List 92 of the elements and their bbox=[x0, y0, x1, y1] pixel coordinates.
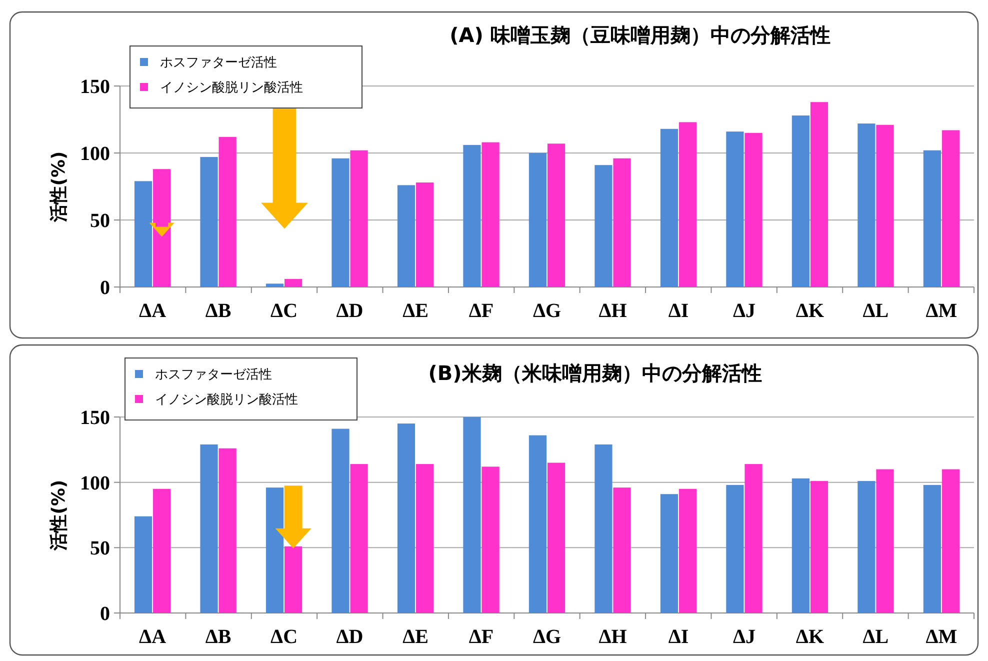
x-tick-label: ΔC bbox=[270, 626, 298, 648]
y-tick-label: 0 bbox=[100, 603, 110, 625]
x-tick-label: ΔG bbox=[532, 626, 562, 648]
bar bbox=[218, 136, 236, 287]
y-tick-label: 100 bbox=[80, 472, 110, 494]
bar bbox=[482, 142, 500, 287]
x-tick-label: ΔF bbox=[468, 300, 494, 322]
bar bbox=[858, 481, 876, 613]
bar bbox=[792, 115, 810, 287]
y-tick-label: 50 bbox=[90, 210, 110, 232]
bar bbox=[876, 124, 894, 287]
x-tick-label: ΔA bbox=[139, 626, 167, 648]
chart-title: (B)米麹（米味噌用麹）中の分解活性 bbox=[428, 361, 762, 385]
x-tick-label: ΔB bbox=[205, 626, 232, 648]
x-tick-label: ΔD bbox=[336, 626, 364, 648]
x-tick-label: ΔJ bbox=[732, 300, 756, 322]
bar bbox=[613, 488, 631, 613]
bar bbox=[416, 182, 434, 287]
y-tick-label: 150 bbox=[80, 407, 110, 429]
x-tick-label: ΔI bbox=[668, 300, 689, 322]
bar bbox=[923, 484, 941, 613]
x-tick-label: ΔD bbox=[336, 300, 364, 322]
bar bbox=[726, 484, 744, 613]
x-tick-label: ΔA bbox=[139, 300, 167, 322]
x-tick-label: ΔC bbox=[270, 300, 298, 322]
x-tick-label: ΔE bbox=[402, 626, 428, 648]
bar bbox=[744, 464, 762, 613]
bar bbox=[463, 417, 481, 613]
bar bbox=[134, 516, 152, 613]
bar bbox=[463, 144, 481, 287]
bar bbox=[218, 448, 236, 613]
x-tick-label: ΔM bbox=[926, 626, 958, 648]
bar bbox=[726, 132, 744, 287]
x-tick-label: ΔF bbox=[468, 626, 494, 648]
bar bbox=[547, 144, 566, 287]
x-tick-label: ΔH bbox=[598, 626, 628, 648]
bar bbox=[810, 481, 828, 613]
x-tick-label: ΔJ bbox=[732, 626, 756, 648]
x-tick-label: ΔL bbox=[862, 626, 889, 648]
chart-title: (A) 味噌玉麹（豆味噌用麹）中の分解活性 bbox=[450, 23, 830, 47]
bar bbox=[594, 165, 612, 287]
bar bbox=[792, 478, 810, 613]
legend-label: ホスファターゼ活性 bbox=[155, 368, 272, 383]
bar bbox=[350, 464, 368, 613]
bar bbox=[744, 132, 762, 287]
bar bbox=[397, 424, 416, 613]
bar bbox=[266, 284, 284, 287]
bar bbox=[332, 428, 350, 613]
y-tick-label: 150 bbox=[80, 76, 110, 98]
x-tick-label: ΔL bbox=[862, 300, 889, 322]
bar bbox=[923, 150, 941, 287]
bar bbox=[416, 464, 434, 613]
bar bbox=[134, 181, 152, 287]
y-axis-title: 活性(%) bbox=[48, 151, 70, 223]
x-tick-label: ΔK bbox=[796, 626, 824, 648]
bar bbox=[547, 462, 566, 613]
bar bbox=[678, 122, 697, 287]
x-tick-label: ΔI bbox=[668, 626, 689, 648]
x-tick-label: ΔK bbox=[796, 300, 824, 322]
x-tick-label: ΔE bbox=[402, 300, 428, 322]
legend-label: イノシン酸脱リン酸活性 bbox=[155, 392, 298, 408]
legend-label: ホスファターゼ活性 bbox=[160, 56, 277, 71]
bar bbox=[678, 488, 697, 613]
bar bbox=[594, 444, 612, 613]
legend-label: イノシン酸脱リン酸活性 bbox=[160, 80, 303, 96]
x-tick-label: ΔH bbox=[598, 300, 628, 322]
bar bbox=[266, 488, 284, 613]
x-tick-label: ΔG bbox=[532, 300, 562, 322]
x-tick-label: ΔB bbox=[205, 300, 232, 322]
y-tick-label: 100 bbox=[80, 143, 110, 165]
bar bbox=[332, 158, 350, 287]
y-axis-title: 活性(%) bbox=[48, 480, 70, 552]
bar bbox=[942, 130, 960, 287]
bar bbox=[153, 488, 171, 613]
bar bbox=[397, 185, 416, 287]
bar bbox=[613, 158, 631, 287]
y-tick-label: 0 bbox=[100, 277, 110, 299]
x-tick-label: ΔM bbox=[926, 300, 958, 322]
bar bbox=[810, 102, 828, 287]
bar bbox=[200, 444, 218, 613]
bar bbox=[858, 124, 876, 287]
bar bbox=[660, 494, 678, 613]
bar bbox=[284, 278, 302, 287]
bar bbox=[528, 435, 547, 613]
bar bbox=[482, 466, 500, 613]
bar bbox=[942, 469, 960, 613]
bar bbox=[350, 150, 368, 287]
y-tick-label: 50 bbox=[90, 538, 110, 560]
bar bbox=[528, 153, 547, 287]
bar bbox=[200, 157, 218, 287]
bar bbox=[660, 128, 678, 287]
bar bbox=[876, 469, 894, 613]
